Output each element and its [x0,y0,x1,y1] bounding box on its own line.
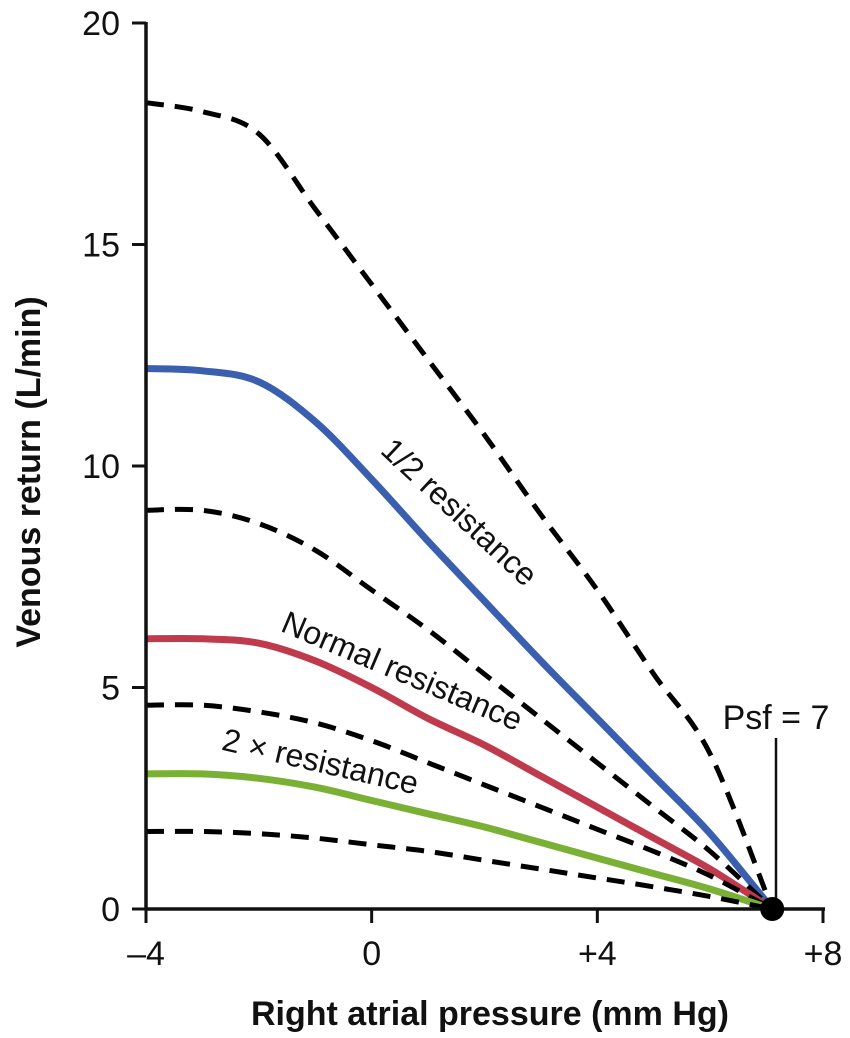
psf-annotation: Psf = 7 [723,699,830,737]
x-axis-title: Right atrial pressure (mm Hg) [251,995,729,1033]
marker-layer [760,897,785,921]
dashed-curve-4 [145,702,774,912]
y-tick-label: 20 [82,5,120,43]
y-tick-label: 10 [82,448,120,486]
x-tick-label: –4 [127,935,165,973]
x-tick-label: 0 [362,935,381,973]
psf-marker [760,897,785,921]
curves-layer [145,100,775,913]
y-tick-label: 5 [101,670,120,708]
dashed-curve-6 [145,828,773,912]
curve-1-2-resistance [145,365,775,912]
y-tick-label: 15 [82,227,120,265]
y-axis-title: Venous return (L/min) [10,296,48,647]
x-tick-label: +4 [578,935,617,973]
dashed-curve-0 [145,100,775,910]
label-normal-resistance: Normal resistance [277,604,528,738]
curve-normal-resistance [145,634,775,912]
x-tick-label: +8 [804,935,843,973]
curve-2-resistance [145,770,774,913]
dashed-curve-2 [145,506,774,911]
y-tick-label: 0 [101,891,120,929]
